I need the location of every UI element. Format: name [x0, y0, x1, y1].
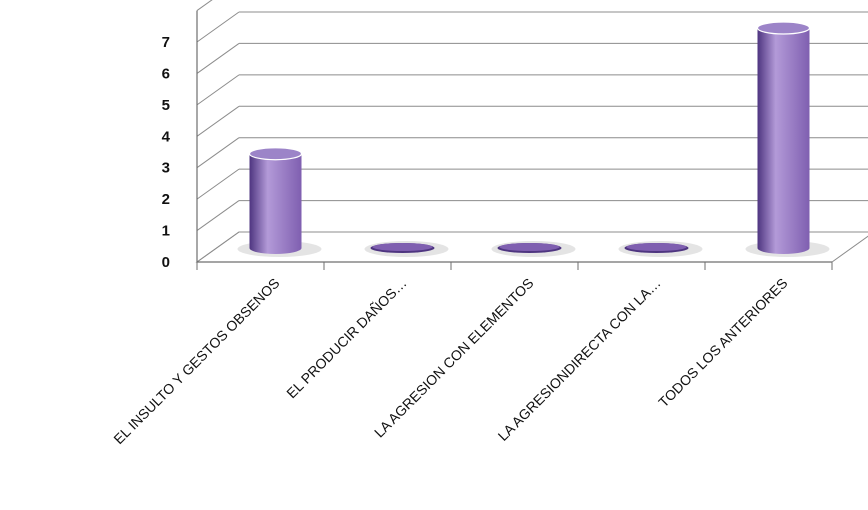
y-tick-label: 0 [162, 254, 170, 271]
bar-body [757, 28, 810, 255]
side-wall-line [196, 11, 240, 43]
y-tick-label: 2 [162, 191, 170, 208]
bar [745, 21, 830, 257]
y-tick-label: 4 [162, 128, 171, 145]
side-wall-line [196, 105, 240, 137]
bar-top [756, 21, 811, 35]
x-tick-label: TODOS LOS ANTERIORES [655, 275, 790, 410]
y-tick-label: 6 [162, 65, 170, 82]
bar [618, 241, 703, 257]
axes [196, 10, 833, 270]
side-wall-line [196, 43, 240, 74]
bar [364, 241, 449, 257]
x-tick-label: EL INSULTO Y GESTOS OBSENOS [110, 275, 282, 447]
bar [237, 147, 322, 257]
bar-body [249, 153, 302, 255]
side-wall-line [196, 200, 240, 231]
x-axis-labels: EL INSULTO Y GESTOS OBSENOS EL PRODUCIR D… [110, 275, 790, 447]
x-tick-label: EL PRODUCIR DAÑOS… [283, 275, 409, 401]
bar [491, 241, 576, 257]
y-tick-label: 3 [162, 160, 170, 177]
bar-flat-top [372, 243, 433, 251]
y-tick-label: 7 [162, 34, 170, 51]
bar-flat-top [499, 243, 560, 251]
bar-flat-top [626, 243, 687, 251]
y-tick-label: 5 [162, 97, 170, 114]
side-wall-line [196, 168, 240, 200]
side-wall-line [196, 74, 240, 106]
y-tick-label: 1 [162, 223, 170, 240]
side-wall-line [196, 0, 213, 11]
side-wall-line [196, 137, 240, 169]
y-axis-ticks: 0 1 2 3 4 5 6 7 [162, 34, 171, 271]
bar-top [248, 147, 303, 161]
bars [237, 21, 830, 257]
